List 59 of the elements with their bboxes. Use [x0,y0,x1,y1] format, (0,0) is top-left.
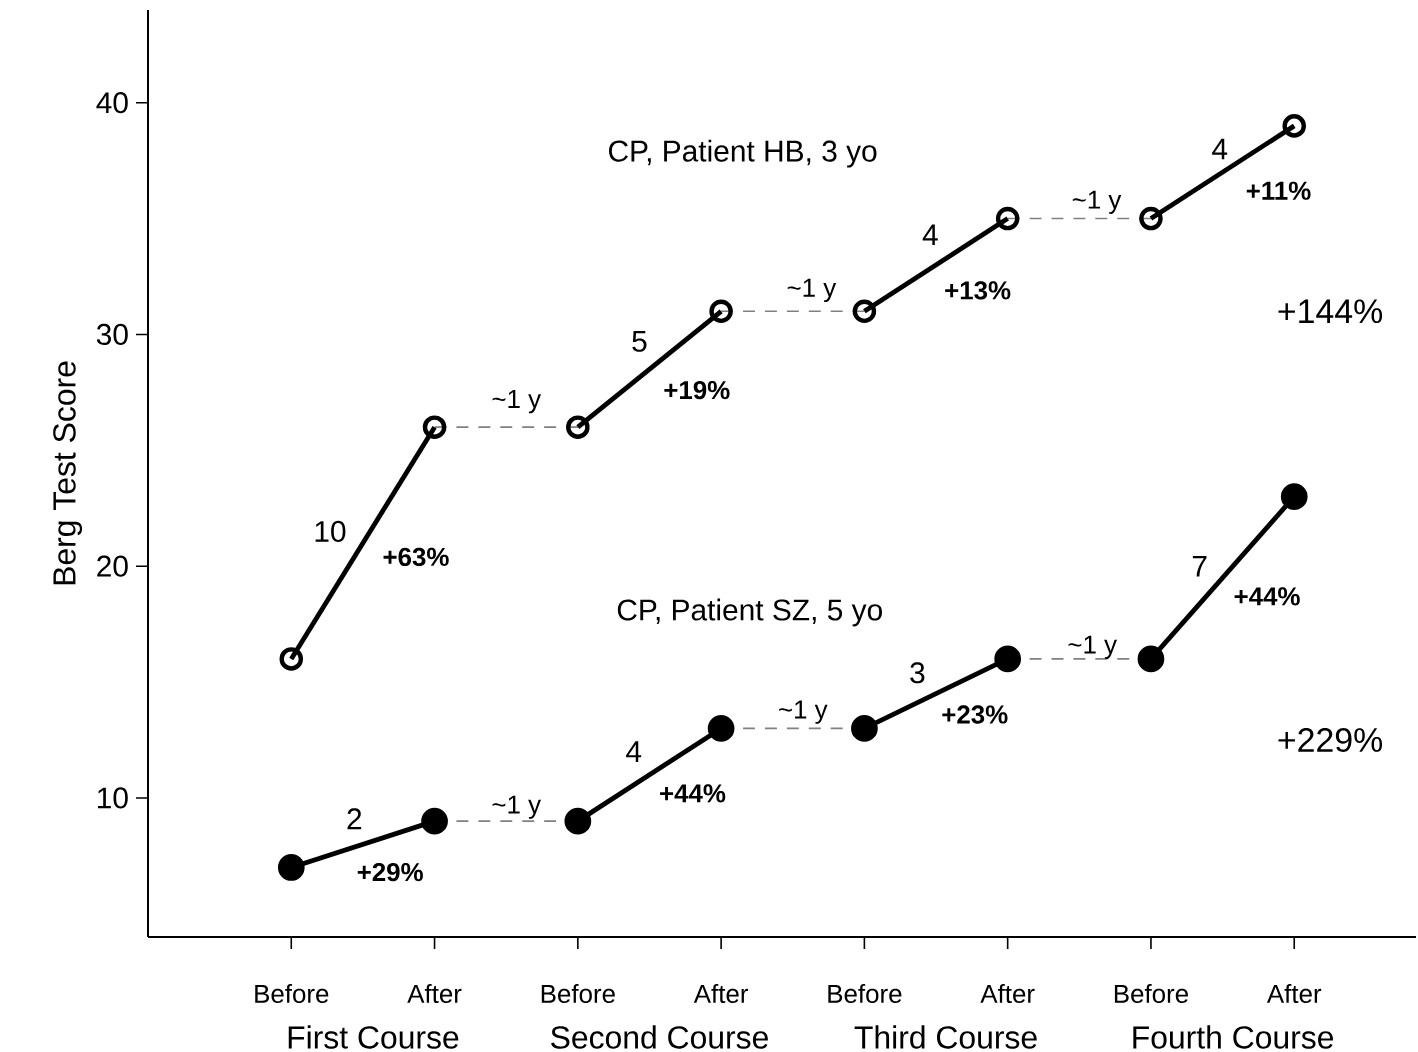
annotation: ~1 y [492,390,541,414]
point [421,807,448,835]
annotation: CP, Patient HB, 3 yo [609,139,877,168]
annotation: +23% [942,705,1008,724]
point [851,715,878,742]
x-tick-label: Before [828,984,902,1004]
y-tick-label: 40 [96,92,128,114]
x-tick-label: After [980,984,1035,1004]
y-axis-title: Berg Test Score [53,361,83,585]
point [422,415,447,439]
annotation: +44% [660,784,726,803]
x-tick-label: After [407,984,462,1004]
annotation: 3 [910,662,925,684]
y-tick-label: 30 [96,323,128,346]
text: Third Course [854,1025,1037,1049]
x-tick-label: After [1266,984,1322,1004]
point [995,206,1020,231]
annotation: 7 [1192,555,1207,577]
annotation: +44% [1234,587,1300,606]
x-tick-label: Before [1114,984,1188,1004]
annotation: ~1 y [492,795,541,819]
annotation: +11% [1246,181,1311,200]
annotation: +229% [1278,728,1383,753]
y-tick-label: 20 [97,555,128,577]
point [1139,206,1163,231]
text: Fourth Course [1133,1025,1334,1049]
annotation: ~1 y [787,278,837,303]
annotation: 5 [632,330,647,352]
annotation: ~1 y [779,700,828,724]
point [564,807,592,835]
annotation: 4 [1212,138,1228,160]
annotation: +13% [945,281,1011,300]
x-tick-label: After [693,984,749,1004]
annotation: CP, Patient SZ, 5 yo [617,598,882,627]
annotation: ~1 y [1068,635,1117,659]
annotation: +63% [383,547,449,567]
x-tick-label: Before [255,984,329,1004]
point [994,645,1022,673]
point [279,647,304,671]
point [852,299,877,324]
text: Second Course [551,1025,768,1049]
point [1280,483,1308,511]
annotation: 4 [922,224,938,246]
annotation: +144% [1278,299,1383,324]
point [1282,114,1306,138]
annotation: ~1 y [1072,190,1122,214]
annotation: 4 [626,741,642,762]
point [277,854,305,881]
point [1137,645,1165,673]
annotation: +19% [664,380,730,400]
annotation: 10 [315,520,346,543]
x-tick-label: Before [541,984,615,1004]
y-tick-label: 10 [98,787,128,809]
point [707,715,735,742]
point [709,299,733,324]
annotation: +29% [357,862,423,882]
annotation: 2 [347,808,362,830]
text: First Course [288,1025,459,1049]
point [566,415,590,439]
